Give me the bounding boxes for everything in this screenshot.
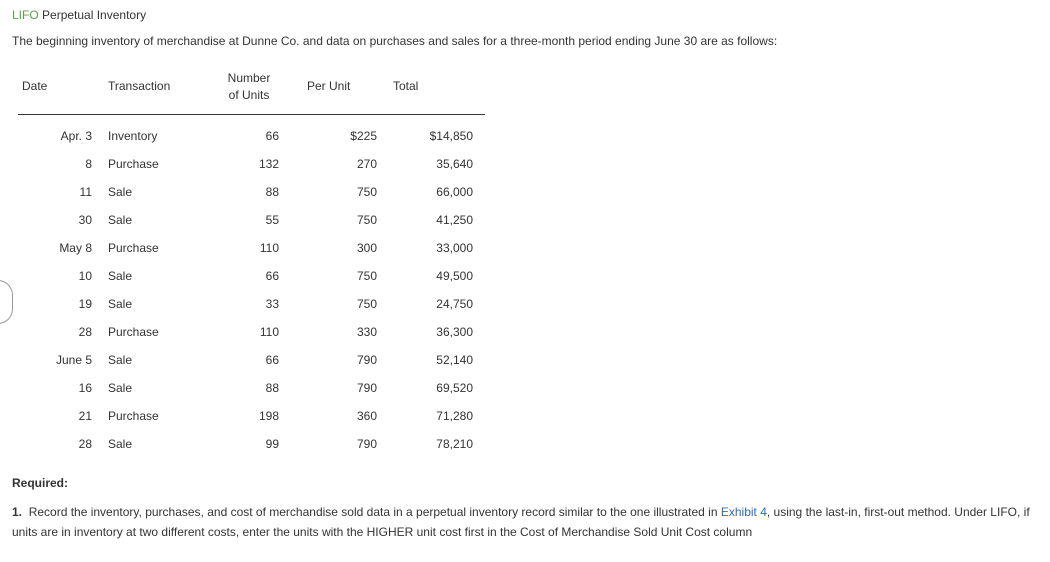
cell-date: 28 [18, 318, 104, 346]
cell-total: 71,280 [389, 402, 485, 430]
required-text-a: Record the inventory, purchases, and cos… [29, 505, 721, 519]
cell-units: 66 [215, 114, 291, 150]
cell-transaction: Sale [104, 178, 215, 206]
table-row: 19Sale3375024,750 [18, 290, 485, 318]
cell-units: 88 [215, 374, 291, 402]
cell-total: 49,500 [389, 262, 485, 290]
cell-date: 19 [18, 290, 104, 318]
cell-perunit: 750 [291, 262, 389, 290]
cell-perunit: 750 [291, 206, 389, 234]
table-row: June 5Sale6679052,140 [18, 346, 485, 374]
cell-total: 33,000 [389, 234, 485, 262]
col-date: Date [18, 64, 104, 114]
table-row: 30Sale5575041,250 [18, 206, 485, 234]
cell-transaction: Inventory [104, 114, 215, 150]
inventory-table: Date Transaction Number of Units Per Uni… [18, 64, 485, 458]
heading-lifo: LIFO [12, 8, 39, 22]
cell-total: 52,140 [389, 346, 485, 374]
cell-units: 198 [215, 402, 291, 430]
cell-transaction: Sale [104, 206, 215, 234]
cell-total: 41,250 [389, 206, 485, 234]
cell-transaction: Sale [104, 262, 215, 290]
required-label: Required: [12, 476, 1038, 490]
table-row: 10Sale6675049,500 [18, 262, 485, 290]
cell-date: 30 [18, 206, 104, 234]
required-item-1: 1. Record the inventory, purchases, and … [12, 502, 1038, 543]
cell-units: 132 [215, 150, 291, 178]
col-transaction: Transaction [104, 64, 215, 114]
cell-date: 11 [18, 178, 104, 206]
cell-units: 110 [215, 234, 291, 262]
table-row: May 8Purchase11030033,000 [18, 234, 485, 262]
cell-transaction: Purchase [104, 234, 215, 262]
cell-transaction: Sale [104, 290, 215, 318]
cell-transaction: Sale [104, 346, 215, 374]
table-row: 21Purchase19836071,280 [18, 402, 485, 430]
cell-units: 66 [215, 346, 291, 374]
cell-perunit: 300 [291, 234, 389, 262]
cell-date: 28 [18, 430, 104, 458]
cell-transaction: Sale [104, 374, 215, 402]
cell-units: 66 [215, 262, 291, 290]
col-total: Total [389, 64, 485, 114]
cell-total: $14,850 [389, 114, 485, 150]
cell-units: 88 [215, 178, 291, 206]
cell-total: 24,750 [389, 290, 485, 318]
cell-date: June 5 [18, 346, 104, 374]
cell-perunit: $225 [291, 114, 389, 150]
cell-total: 66,000 [389, 178, 485, 206]
table-header-row: Date Transaction Number of Units Per Uni… [18, 64, 485, 114]
cell-transaction: Purchase [104, 402, 215, 430]
table-row: 8Purchase13227035,640 [18, 150, 485, 178]
cell-transaction: Purchase [104, 150, 215, 178]
table-row: 16Sale8879069,520 [18, 374, 485, 402]
cell-total: 69,520 [389, 374, 485, 402]
cell-units: 110 [215, 318, 291, 346]
cell-date: Apr. 3 [18, 114, 104, 150]
cell-perunit: 360 [291, 402, 389, 430]
required-number: 1. [12, 505, 22, 519]
cell-date: 21 [18, 402, 104, 430]
cell-perunit: 750 [291, 290, 389, 318]
side-tab-handle[interactable] [0, 280, 13, 324]
cell-perunit: 790 [291, 374, 389, 402]
cell-transaction: Sale [104, 430, 215, 458]
table-row: 11Sale8875066,000 [18, 178, 485, 206]
col-perunit: Per Unit [291, 64, 389, 114]
col-units: Number of Units [215, 64, 291, 114]
heading-rest: Perpetual Inventory [42, 8, 146, 22]
cell-date: May 8 [18, 234, 104, 262]
cell-units: 33 [215, 290, 291, 318]
table-row: 28Purchase11033036,300 [18, 318, 485, 346]
cell-perunit: 270 [291, 150, 389, 178]
intro-text: The beginning inventory of merchandise a… [12, 32, 1038, 50]
cell-date: 16 [18, 374, 104, 402]
cell-date: 8 [18, 150, 104, 178]
page-heading: LIFO Perpetual Inventory [12, 8, 1038, 22]
cell-total: 35,640 [389, 150, 485, 178]
table-row: Apr. 3Inventory66$225$14,850 [18, 114, 485, 150]
cell-date: 10 [18, 262, 104, 290]
cell-units: 99 [215, 430, 291, 458]
cell-perunit: 790 [291, 430, 389, 458]
cell-perunit: 790 [291, 346, 389, 374]
cell-perunit: 750 [291, 178, 389, 206]
cell-transaction: Purchase [104, 318, 215, 346]
cell-perunit: 330 [291, 318, 389, 346]
cell-total: 36,300 [389, 318, 485, 346]
cell-units: 55 [215, 206, 291, 234]
exhibit-link[interactable]: Exhibit 4 [721, 505, 767, 519]
table-row: 28Sale9979078,210 [18, 430, 485, 458]
cell-total: 78,210 [389, 430, 485, 458]
